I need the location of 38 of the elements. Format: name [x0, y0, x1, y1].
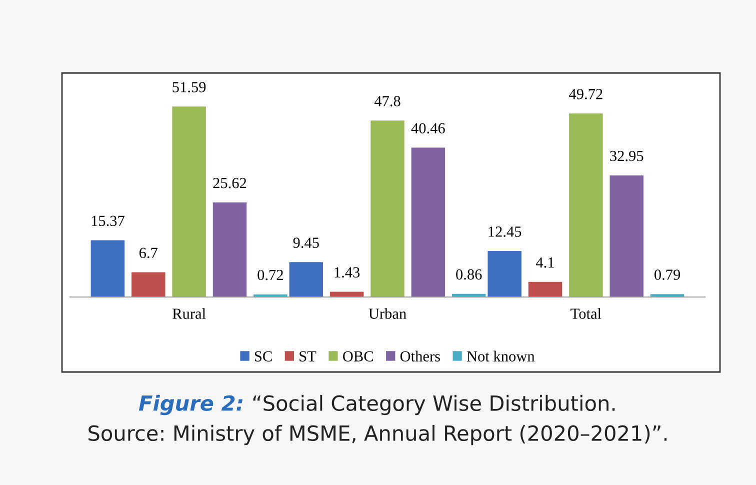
data-label: 9.45 — [293, 238, 319, 248]
bar — [411, 148, 446, 297]
bar — [90, 240, 125, 297]
x-tick-label: Rural — [172, 308, 206, 319]
legend-label: Others — [400, 350, 440, 362]
data-label: 47.8 — [374, 96, 400, 106]
data-label: 0.79 — [654, 270, 680, 280]
bar — [370, 120, 404, 297]
source-note: Source: Ministry of MSME, Annual Report (2020–2021)”. — [88, 424, 667, 446]
bar — [569, 113, 603, 297]
data-label: 15.37 — [92, 216, 124, 226]
data-label: 0.86 — [456, 269, 482, 280]
legend-label: Not known — [466, 350, 535, 362]
bar — [528, 282, 562, 297]
caption: Figure 2: — [138, 394, 243, 416]
data-label: 12.45 — [488, 226, 522, 237]
legend-label: OBC — [343, 351, 373, 362]
data-label: 0.72 — [258, 270, 283, 280]
legend-label: SC — [254, 351, 272, 362]
bar — [212, 202, 247, 297]
bar — [172, 106, 206, 297]
bar — [610, 175, 644, 297]
data-label: 40.46 — [411, 123, 445, 134]
x-tick-label: Total — [570, 308, 602, 319]
bar — [488, 251, 522, 297]
data-label: 6.7 — [139, 248, 158, 258]
legend-label: ST — [300, 351, 316, 362]
data-label: 32.95 — [610, 150, 644, 162]
bar — [289, 262, 324, 297]
data-label: 51.59 — [172, 82, 206, 92]
data-label: 1.43 — [334, 267, 360, 278]
bar — [330, 292, 364, 297]
x-tick-label: Urban — [368, 308, 406, 319]
data-label: 49.72 — [569, 88, 602, 100]
bar — [132, 272, 166, 297]
data-label: 25.62 — [213, 178, 246, 188]
text: “Social Category Wise Distribution. — [253, 394, 615, 416]
data-label: 4.1 — [536, 257, 554, 268]
